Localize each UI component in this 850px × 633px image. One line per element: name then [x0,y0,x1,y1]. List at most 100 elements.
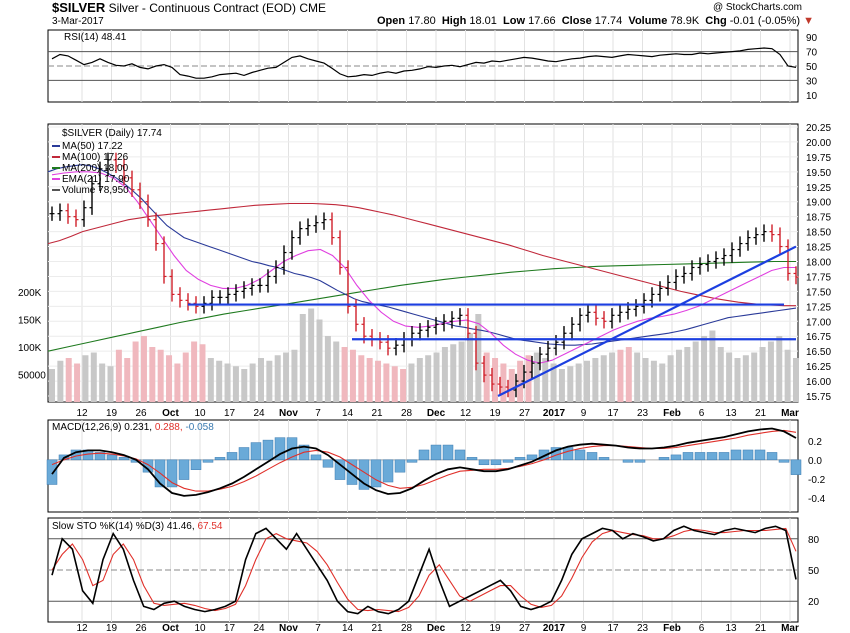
volume-bar [99,363,106,402]
x-tick-label: 19 [489,408,501,419]
down-arrow-icon: ▼ [803,15,814,27]
volume-bar [617,349,624,402]
ma100-line [47,202,796,307]
x-tick-label: 6 [699,408,705,419]
volume-bar [751,352,758,402]
macd-histogram-bar [502,459,514,463]
volume-bar [784,349,791,402]
x-tick-label: Nov [279,408,298,419]
symbol-title: $SILVER Silver - Continuous Contract (EO… [52,0,326,15]
ema21-line [51,171,796,364]
macd-histogram-bar [730,449,742,461]
rsi-axis-label: 50 [806,62,818,73]
x-tick-label: Dec [427,408,446,419]
volume-axis-label: 200K [18,288,42,299]
x-tick-label-bottom: 6 [699,623,705,633]
volume-bar [341,347,348,402]
volume-bar [49,369,55,402]
volume-bar [274,355,281,402]
x-tick-label: 13 [725,408,737,419]
stoch-axis-label: 20 [808,597,820,608]
macd-title: MACD(12,26,9) 0.231, 0.288, -0.058 [52,422,214,433]
x-tick-label: 12 [76,408,88,419]
x-tick-label: 23 [637,408,649,419]
macd-histogram-bar [94,452,106,461]
volume-bar [684,347,691,402]
price-axis-label: 17.50 [806,287,831,298]
macd-signal-value: 0.288, [155,422,186,433]
price-axis-label: 16.00 [806,377,831,388]
volume-bar [166,355,173,402]
macd-hist-value: -0.058 [185,422,214,433]
volume-bar [316,319,323,402]
macd-histogram-bar [778,459,790,463]
volume-bar [483,352,490,402]
volume-bar [625,347,632,402]
legend-entry: MA(200) 18.00 [62,163,129,174]
x-tick-label-bottom: 21 [371,623,383,633]
volume-bar [358,355,365,402]
macd-histogram-bar [322,459,334,468]
rsi-axis-label: 90 [806,33,818,44]
ma50-line [47,164,797,346]
price-axis-label: 15.75 [806,392,831,403]
volume-bar [90,352,97,402]
volume-bar [140,336,147,402]
x-tick-label: 28 [401,408,413,419]
price-axis-label: 20.25 [806,123,831,134]
volume-bar [182,352,189,402]
open-label: Open [377,15,406,27]
x-tick-label: 17 [224,408,236,419]
macd-histogram-bar [214,457,226,461]
volume-bar [726,352,733,402]
volume-bar [701,336,708,402]
macd-line [51,427,797,497]
volume-bar [191,341,198,402]
volume-bar [115,349,122,402]
stoch-k-line [51,525,797,615]
volume-value: 78.9K [670,15,700,27]
chg-label: Chg [705,15,727,27]
ma200-line [47,260,796,352]
high-value: 18.01 [469,15,497,27]
volume-bar [416,358,423,402]
macd-histogram-bar [694,452,706,461]
macd-histogram-bar [418,449,430,461]
volume-bar [291,349,298,402]
macd-histogram-bar [346,459,358,485]
macd-histogram-bar [46,459,58,485]
volume-bar [525,355,532,402]
volume-bar [257,358,264,402]
volume-bar [558,369,565,402]
x-tick-label-bottom: Mar [781,623,799,633]
macd-axis-label: 0.2 [808,437,822,448]
volume-bar [776,336,783,402]
volume-bar [157,349,164,402]
macd-histogram-bar [658,457,670,461]
volume-bar [600,355,607,402]
macd-histogram-bar [586,452,598,461]
volume-bar [107,366,114,402]
volume-label: Volume [628,15,668,27]
high-label: High [441,15,467,27]
volume-bar [466,333,473,402]
price-axis-label: 19.00 [806,198,831,209]
volume-bar [642,358,649,402]
price-axis-label: 17.25 [806,302,831,313]
volume-bar [550,363,557,402]
volume-bar [383,363,390,402]
rsi-axis-label: 30 [806,76,818,87]
price-axis-label: 18.50 [806,228,831,239]
volume-bar [542,358,549,402]
macd-histogram-bar [382,459,394,483]
macd-histogram-bar [262,439,274,461]
uptrend-line [497,245,797,398]
x-tick-label-bottom: Dec [427,623,446,633]
macd-histogram-bar [466,457,478,461]
macd-histogram-bar [250,442,262,461]
macd-histogram-bar [166,459,178,488]
volume-bar [458,341,465,402]
macd-histogram-bar [238,447,250,461]
volume-bar [132,341,139,402]
price-axis-label: 16.75 [806,332,831,343]
